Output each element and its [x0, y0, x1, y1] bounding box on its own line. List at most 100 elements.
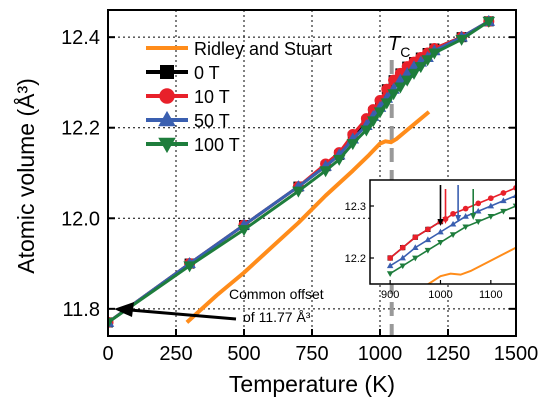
data-point	[400, 75, 414, 87]
inset-data-point	[425, 226, 431, 233]
inset-data-point	[449, 232, 457, 238]
inset-data-point	[437, 228, 444, 235]
inset-data-point	[487, 214, 495, 220]
legend-marker	[159, 88, 175, 104]
inset-chart: 900 1000 1100 12.2 12.3	[345, 179, 517, 301]
y-tick-label: 12.0	[61, 208, 100, 230]
data-point	[108, 317, 115, 329]
legend-marker	[158, 137, 176, 154]
inset-arrows	[437, 185, 477, 226]
x-tick-label: 750	[295, 343, 328, 365]
inset-data-point	[412, 255, 419, 262]
inset-data-point	[475, 200, 482, 207]
legend-label: 50 T	[194, 111, 230, 131]
legend-item: Ridley and Stuart	[146, 39, 332, 59]
data-point	[387, 89, 400, 101]
inset-series-line	[426, 246, 516, 284]
inset-y-tick-label: 12.3	[345, 201, 366, 213]
legend: Ridley and Stuart 0 T 10 T 50 T 100 T	[146, 39, 332, 155]
x-tick-label: 250	[159, 343, 192, 365]
tc-label: TC	[388, 33, 410, 60]
inset-series	[386, 184, 516, 284]
inset-arrow-head	[470, 213, 477, 220]
inset-data-point	[474, 207, 482, 214]
inset-arrow-head	[437, 219, 444, 226]
legend-item: 100 T	[146, 135, 240, 155]
data-point	[183, 261, 196, 273]
inset-data-point	[424, 247, 432, 254]
data-point	[237, 225, 251, 237]
x-tick-label: 1250	[426, 343, 471, 365]
inset-data-point	[399, 254, 406, 261]
data-point	[394, 82, 407, 94]
inset-data-point	[386, 271, 394, 277]
data-point	[428, 48, 441, 60]
inset-data-point	[487, 195, 494, 202]
inset-data-point	[449, 220, 457, 227]
x-axis-label: Temperature (K)	[229, 371, 395, 397]
inset-arrow-head	[455, 215, 462, 222]
legend-item: 50 T	[146, 110, 230, 131]
inset-data-point	[437, 240, 444, 246]
data-point	[373, 107, 387, 119]
y-tick-label: 11.8	[63, 299, 100, 321]
data-point	[482, 16, 496, 28]
data-point	[366, 116, 380, 128]
data-point	[346, 139, 360, 151]
inset-data-point	[399, 244, 406, 251]
legend-label: Ridley and Stuart	[194, 39, 332, 59]
tc-subscript: C	[400, 44, 410, 60]
annotation-arrow	[114, 302, 237, 321]
data-point	[292, 186, 305, 198]
inset-data-point	[462, 213, 469, 219]
data-point	[319, 166, 332, 178]
inset-data-point	[412, 244, 419, 250]
annotation-line-1: Common offset	[229, 286, 324, 302]
legend-label: 0 T	[194, 63, 220, 83]
inset-y-tick-label: 12.2	[345, 253, 366, 265]
data-point	[332, 154, 346, 166]
inset-data-point	[474, 219, 482, 225]
y-tick-label: 12.4	[61, 27, 100, 49]
legend-item: 0 T	[146, 63, 220, 83]
x-tick-label: 500	[227, 343, 260, 365]
inset-x-tick-label: 1100	[479, 289, 503, 301]
legend-label: 10 T	[194, 87, 230, 107]
x-tick-label: 1000	[358, 343, 403, 365]
data-point	[455, 34, 468, 46]
legend-marker	[158, 110, 176, 127]
legend-marker	[160, 65, 174, 79]
inset-data-point	[462, 205, 469, 212]
y-axis-label: Atomic volume (Å³)	[12, 78, 39, 274]
inset-data-point	[450, 210, 456, 217]
data-point	[407, 68, 421, 80]
inset-data-point	[487, 202, 495, 209]
inset-data-point	[500, 190, 507, 196]
axis-ticks: 0 250 500 750 1000 1250 1500 11.8 12.0 12.2 12.4	[61, 27, 538, 365]
inset-data-point	[387, 255, 393, 261]
x-tick-label: 0	[102, 343, 113, 365]
inset-x-tick-label: 900	[381, 289, 399, 301]
series-line	[185, 110, 431, 324]
data-point	[414, 62, 428, 74]
data-point	[380, 98, 394, 110]
legend-label: 100 T	[194, 135, 240, 155]
legend-item: 10 T	[146, 87, 230, 107]
inset-ticks: 900 1000 1100 12.2 12.3	[345, 201, 503, 301]
data-point	[360, 125, 373, 137]
inset-data-point	[424, 236, 432, 243]
inset-data-point	[500, 197, 507, 204]
inset-data-point	[462, 224, 469, 231]
y-tick-label: 12.2	[61, 118, 100, 140]
data-point	[421, 55, 434, 67]
inset-x-tick-label: 1000	[428, 289, 452, 301]
inset-background	[370, 180, 516, 284]
main-series	[108, 14, 496, 329]
inset-data-point	[399, 263, 406, 270]
inset-arrow-head	[442, 217, 449, 224]
inset-data-point	[500, 208, 507, 215]
inset-data-point	[386, 262, 394, 269]
annotation-line-2: of 11.77 Å³	[243, 309, 311, 325]
inset-data-point	[412, 234, 419, 241]
